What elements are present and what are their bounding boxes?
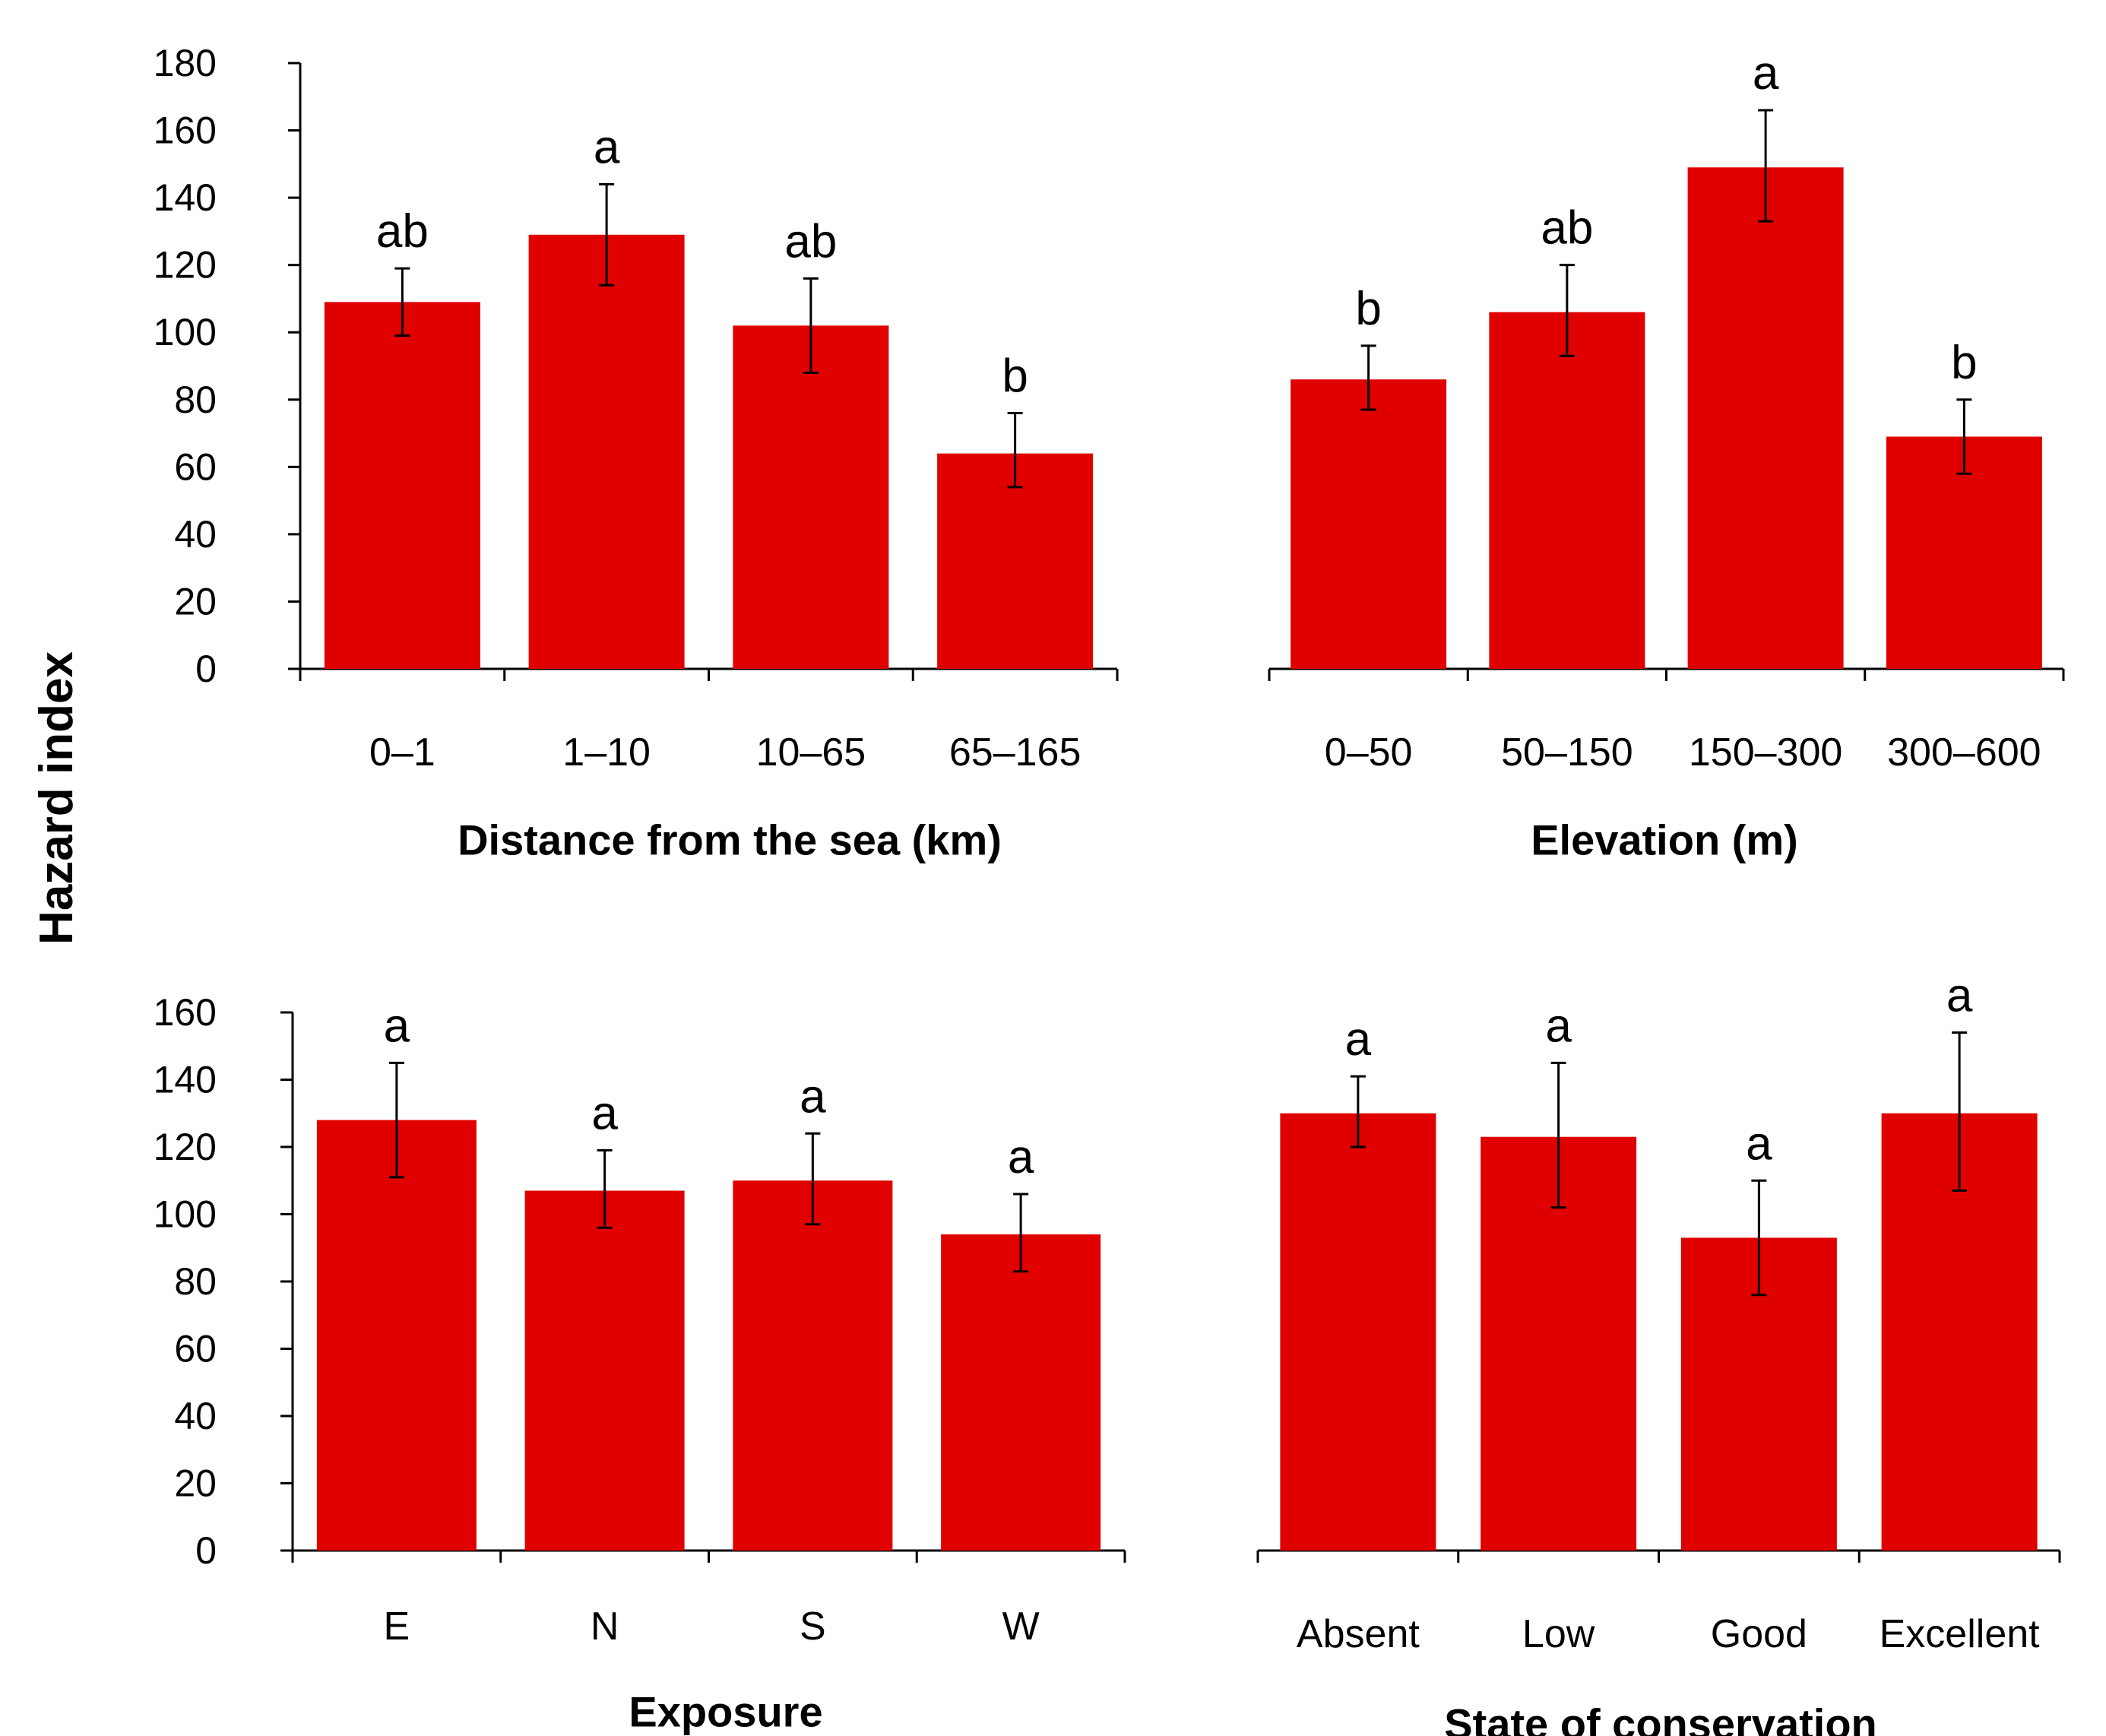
category-label: 0–1 xyxy=(369,730,435,775)
category-label: Low xyxy=(1522,1612,1595,1656)
category-label: Absent xyxy=(1297,1612,1420,1656)
y-tick-label: 60 xyxy=(174,445,217,488)
significance-label: a xyxy=(1545,999,1572,1052)
bar xyxy=(1280,1113,1436,1551)
bar xyxy=(1291,379,1447,669)
significance-label: a xyxy=(384,999,410,1052)
y-tick-label: 40 xyxy=(174,513,217,556)
x-axis-title: Exposure xyxy=(629,1688,822,1736)
significance-label: a xyxy=(1008,1131,1034,1183)
y-tick-label: 20 xyxy=(174,580,217,622)
y-tick-label: 80 xyxy=(174,1260,217,1303)
y-tick-label: 100 xyxy=(154,1193,217,1236)
category-label: 50–150 xyxy=(1501,730,1633,775)
category-label: 150–300 xyxy=(1689,730,1842,775)
bar xyxy=(524,1190,685,1551)
chart-panel-2: b 0–50 ab 50–150 a 150–300 b 300–600 Elevation (… xyxy=(1268,47,2065,864)
category-label: N xyxy=(591,1605,619,1649)
category-label: Excellent xyxy=(1880,1612,2041,1656)
significance-label: a xyxy=(1746,1117,1772,1170)
significance-label: b xyxy=(1951,337,1977,389)
bar xyxy=(941,1234,1101,1551)
y-tick-label: 120 xyxy=(154,244,217,287)
category-label: 10–65 xyxy=(756,730,866,775)
significance-label: a xyxy=(594,121,620,173)
x-axis-title: State of conservation xyxy=(1444,1700,1876,1736)
category-label: S xyxy=(800,1605,826,1649)
y-tick-label: 160 xyxy=(154,991,217,1034)
y-tick-label: 0 xyxy=(195,1529,217,1572)
y-tick-label: 140 xyxy=(154,1059,217,1101)
category-label: 0–50 xyxy=(1325,730,1413,775)
significance-label: a xyxy=(1753,47,1779,100)
category-label: Good xyxy=(1711,1612,1807,1656)
significance-label: ab xyxy=(1541,202,1593,255)
x-axis-title: Distance from the sea (km) xyxy=(458,816,1002,864)
bar xyxy=(316,1120,477,1551)
x-axis-title: Elevation (m) xyxy=(1531,816,1798,864)
significance-label: a xyxy=(1946,970,1973,1022)
charts-group: 020406080100120140160180ab0–1a1–10ab10–6… xyxy=(154,42,2065,1736)
y-axis-title: Hazard index xyxy=(30,651,83,945)
chart-panel-4: a Absent a Low a Good a Excellent State of conse… xyxy=(1256,970,2061,1736)
y-tick-label: 40 xyxy=(174,1395,217,1437)
category-label: 65–165 xyxy=(949,730,1082,775)
category-label: 300–600 xyxy=(1887,730,2041,775)
y-tick-label: 20 xyxy=(174,1462,217,1505)
y-tick-label: 100 xyxy=(154,311,217,353)
bar xyxy=(733,325,889,669)
category-label: E xyxy=(384,1605,410,1649)
chart-panel-3: 0 20 40 60 80 100 120 140 160 a Ea Na Sa W Exposure xyxy=(154,991,1126,1736)
y-tick-label: 140 xyxy=(154,176,217,219)
significance-label: b xyxy=(1355,283,1381,335)
category-label: W xyxy=(1002,1605,1040,1649)
bar xyxy=(324,302,480,669)
significance-label: a xyxy=(800,1070,826,1123)
y-tick-label: 0 xyxy=(195,648,217,690)
y-tick-label: 60 xyxy=(174,1328,217,1370)
chart-panel-1: 0 20 40 60 80 100 120 140 160 180 ab 0–1 a 1–10 ab 10–6… xyxy=(154,42,1119,864)
bar xyxy=(937,453,1094,669)
significance-label: a xyxy=(1345,1013,1372,1066)
significance-label: b xyxy=(1002,350,1028,402)
bar xyxy=(1489,312,1645,669)
y-tick-label: 160 xyxy=(154,109,217,152)
bar xyxy=(733,1180,893,1551)
category-label: 1–10 xyxy=(562,730,651,775)
significance-label: a xyxy=(591,1087,618,1139)
y-tick-label: 120 xyxy=(154,1126,217,1168)
bar xyxy=(1687,167,1844,669)
significance-label: ab xyxy=(376,205,429,258)
bar xyxy=(528,234,685,670)
significance-label: ab xyxy=(784,215,837,268)
y-tick-label: 180 xyxy=(154,42,217,84)
y-tick-label: 80 xyxy=(174,379,217,421)
bar xyxy=(1886,436,2042,669)
